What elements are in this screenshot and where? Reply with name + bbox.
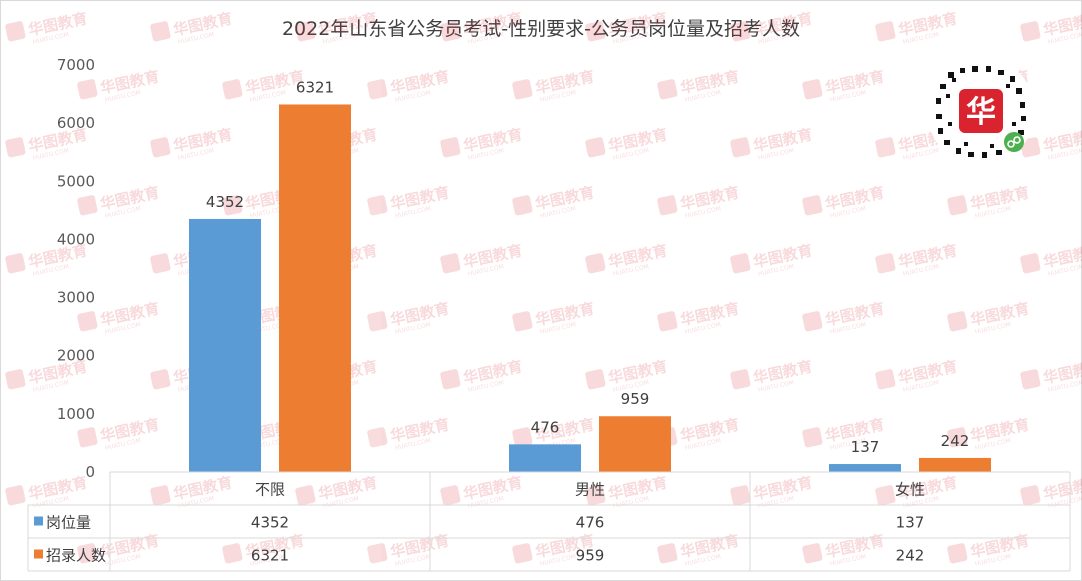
bar-0-1 bbox=[279, 104, 351, 472]
bar-2-0 bbox=[829, 464, 901, 472]
legend-swatch bbox=[34, 516, 43, 526]
legend-label: 岗位量 bbox=[46, 514, 91, 532]
table-header-cell: 女性 bbox=[895, 481, 925, 499]
bar-0-0 bbox=[189, 218, 261, 472]
y-tick-label: 3000 bbox=[57, 289, 95, 307]
y-tick-label: 1000 bbox=[57, 405, 95, 423]
bar-1-1 bbox=[599, 416, 671, 472]
table-cell: 476 bbox=[576, 514, 605, 532]
y-tick-label: 7000 bbox=[57, 56, 95, 74]
legend-label: 招录人数 bbox=[46, 547, 106, 565]
svg-text:华: 华 bbox=[966, 95, 996, 130]
table-cell: 4352 bbox=[251, 514, 289, 532]
chart-title: 2022年山东省公务员考试-性别要求-公务员岗位量及招考人数 bbox=[281, 18, 801, 40]
table-cell: 959 bbox=[576, 547, 605, 565]
qr-code-icon: 华 bbox=[927, 57, 1035, 165]
table-cell: 6321 bbox=[251, 547, 289, 565]
data-label: 242 bbox=[941, 432, 970, 450]
data-label: 6321 bbox=[296, 78, 334, 96]
bars bbox=[189, 104, 991, 472]
table-header-cell: 不限 bbox=[255, 481, 285, 499]
data-label: 476 bbox=[531, 418, 560, 436]
bar-1-0 bbox=[509, 444, 581, 472]
table-header-cell: 男性 bbox=[575, 481, 605, 499]
y-tick-label: 5000 bbox=[57, 172, 95, 190]
bar-2-1 bbox=[919, 457, 991, 472]
data-label: 137 bbox=[851, 438, 880, 456]
y-tick-label: 6000 bbox=[57, 114, 95, 132]
legend-swatch bbox=[34, 549, 43, 559]
data-label: 4352 bbox=[206, 193, 244, 211]
data-label: 959 bbox=[621, 390, 650, 408]
data-labels: 4352 476 137 6321 959 242 bbox=[206, 78, 969, 456]
table-cell: 242 bbox=[896, 547, 925, 565]
table-cell: 137 bbox=[896, 514, 925, 532]
y-tick-label: 4000 bbox=[57, 230, 95, 248]
y-tick-label: 2000 bbox=[57, 347, 95, 365]
y-axis: 0 1000 2000 3000 4000 5000 6000 7000 bbox=[57, 56, 95, 481]
y-tick-label: 0 bbox=[85, 463, 95, 481]
